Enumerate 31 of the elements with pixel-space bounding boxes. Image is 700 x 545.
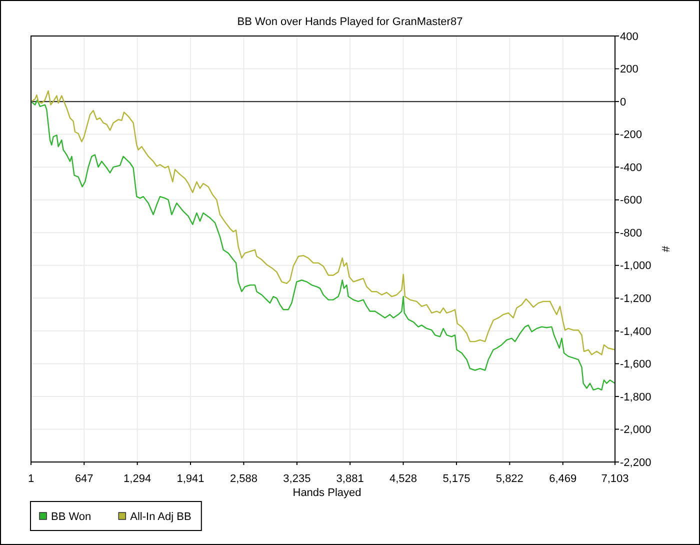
x-tick-label: 1,294: [124, 473, 152, 485]
legend-label: All-In Adj BB: [130, 510, 192, 523]
x-tick-label: 4,528: [389, 473, 418, 485]
y-tick-label: 400: [620, 30, 638, 43]
x-tick-label: 647: [74, 473, 94, 485]
x-tick-label: 7,103: [601, 473, 629, 485]
x-tick-label: 5,822: [496, 473, 524, 485]
y-tick-label: -600: [620, 194, 642, 207]
x-tick-label: 1: [28, 473, 34, 485]
y-tick-label: -2,200: [620, 456, 652, 469]
x-tick-label: 3,235: [283, 473, 311, 485]
x-tick-label: 3,881: [336, 473, 364, 485]
x-tick-label: 1,941: [176, 473, 204, 485]
legend-label: BB Won: [51, 510, 92, 523]
y-tick-label: 0: [620, 96, 626, 108]
y-tick-label: -200: [620, 129, 642, 142]
y-tick-label: -2,000: [620, 424, 652, 436]
y-tick-label: -1,200: [620, 293, 652, 306]
y-tick-label: -1,600: [620, 358, 652, 371]
y-tick-label: 200: [620, 64, 638, 76]
y-tick-label: -1,400: [620, 326, 652, 338]
y-tick-label: -1,000: [620, 260, 652, 272]
x-tick-label: 5,175: [442, 473, 470, 485]
chart-title: BB Won over Hands Played for GranMaster87: [237, 16, 463, 28]
x-tick-label: 6,469: [549, 473, 577, 485]
x-axis-title: Hands Played: [292, 487, 362, 499]
y-axis-title: #: [659, 246, 671, 253]
y-tick-label: -1,800: [620, 391, 652, 404]
y-tick-label: -800: [620, 227, 642, 240]
y-tick-label: -400: [620, 162, 642, 174]
x-tick-label: 2,588: [230, 473, 258, 485]
